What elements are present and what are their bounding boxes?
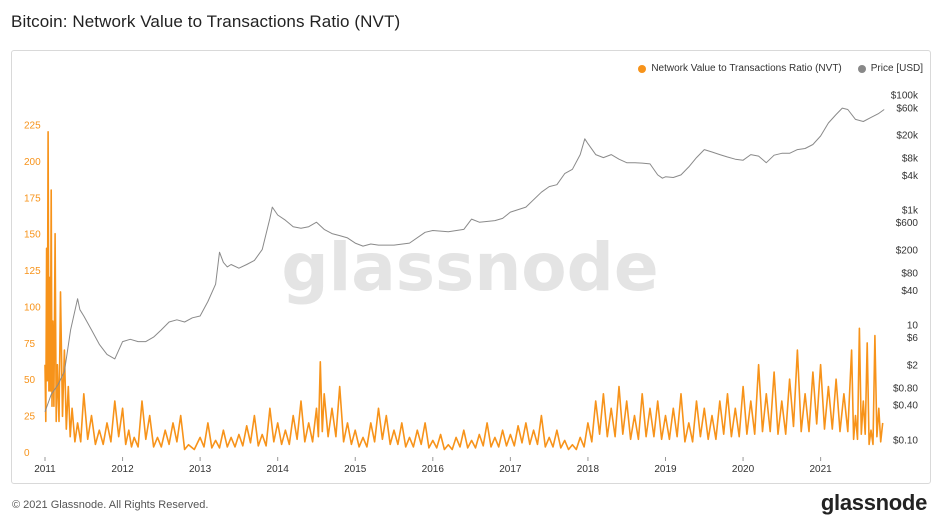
page-title: Bitcoin: Network Value to Transactions R… — [11, 12, 401, 31]
right-axis-tick: $200 — [896, 246, 919, 257]
right-axis-tick: 10 — [907, 320, 919, 331]
left-axis-tick: 25 — [24, 412, 36, 423]
right-axis-tick: $60k — [896, 103, 919, 114]
x-axis-tick: 2020 — [732, 464, 755, 475]
watermark: glassnode — [281, 229, 658, 306]
copyright: © 2021 Glassnode. All Rights Reserved. — [12, 499, 209, 511]
x-axis-tick: 2012 — [111, 464, 134, 475]
x-axis-tick: 2019 — [654, 464, 677, 475]
left-axis-tick: 175 — [24, 193, 41, 204]
right-axis-tick: $6 — [907, 333, 919, 344]
right-axis-tick: $0.80 — [893, 383, 918, 394]
series-price-line — [44, 107, 885, 412]
right-axis-tick: $2 — [907, 361, 919, 372]
left-axis-tick: 225 — [24, 121, 41, 132]
x-axis-tick: 2011 — [34, 464, 56, 475]
right-axis-tick: $0.10 — [893, 435, 918, 446]
x-axis-tick: 2021 — [809, 464, 832, 475]
right-axis-tick: $1k — [902, 205, 919, 216]
left-axis-tick: 50 — [24, 375, 36, 386]
x-axis-tick: 2016 — [422, 464, 445, 475]
left-axis-tick: 100 — [24, 302, 41, 313]
left-axis-tick: 200 — [24, 157, 41, 168]
left-axis-tick: 75 — [24, 339, 36, 350]
chart-panel — [11, 50, 931, 484]
series-nvt-line — [44, 131, 884, 451]
right-axis-tick: $80 — [901, 268, 918, 279]
left-axis-tick: 125 — [24, 266, 41, 277]
right-axis-tick: $20k — [896, 131, 919, 142]
x-axis-tick: 2014 — [267, 464, 290, 475]
x-axis-tick: 2017 — [499, 464, 522, 475]
x-axis-tick: 2015 — [344, 464, 367, 475]
right-axis-tick: $0.40 — [893, 401, 918, 412]
chart-legend: Network Value to Transactions Ratio (NVT… — [638, 63, 923, 74]
brand-logo: glassnode — [820, 490, 927, 515]
legend-dot-nvt — [638, 64, 647, 73]
right-axis-tick: $600 — [896, 218, 919, 229]
left-axis-tick: 150 — [24, 230, 41, 241]
legend-label-price: Price [USD] — [870, 63, 923, 74]
legend-dot-price — [857, 64, 866, 73]
x-axis-tick: 2018 — [577, 464, 600, 475]
legend-item-nvt[interactable]: Network Value to Transactions Ratio (NVT… — [638, 63, 842, 74]
right-axis-tick: $40 — [901, 286, 918, 297]
legend-label-nvt: Network Value to Transactions Ratio (NVT… — [651, 63, 842, 74]
x-axis-tick: 2013 — [189, 464, 212, 475]
legend-item-price[interactable]: Price [USD] — [857, 63, 923, 74]
right-axis-tick: $4k — [902, 171, 919, 182]
left-axis-tick: 0 — [24, 448, 30, 459]
right-axis-tick: $8k — [902, 154, 919, 165]
right-axis-tick: $100k — [891, 91, 919, 102]
